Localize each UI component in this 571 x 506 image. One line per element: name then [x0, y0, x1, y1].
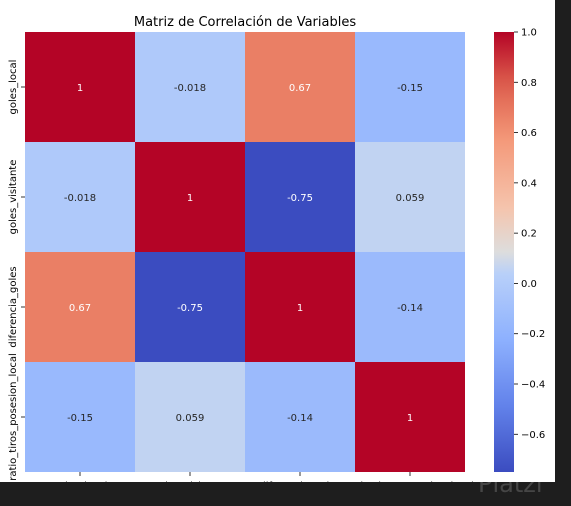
cell-label-2-3: -0.14 [397, 303, 423, 314]
heatmap-cell-3-2 [245, 362, 355, 472]
heatmap-cell-2-2 [245, 252, 355, 362]
colorbar-tick-label-1: 0.8 [521, 78, 537, 89]
cell-label-1-3: 0.059 [396, 193, 425, 204]
y-tick-label-2: diferencia_goles [8, 266, 19, 347]
heatmap-cell-3-3 [355, 362, 465, 472]
heatmap-cell-1-3 [355, 142, 465, 252]
heatmap-cell-0-2 [245, 32, 355, 142]
watermark-logo: Platzi [478, 470, 543, 498]
colorbar-tick-label-7: −0.4 [521, 380, 545, 391]
x-tick-label-1: goles_visitante [153, 481, 228, 482]
colorbar-tick-label-4: 0.2 [521, 229, 537, 240]
heatmap-cell-3-1 [135, 362, 245, 472]
y-tick-label-0: goles_local [8, 60, 19, 115]
heatmap-cell-0-0 [25, 32, 135, 142]
cell-label-1-2: -0.75 [287, 193, 313, 204]
cell-label-2-2: 1 [297, 303, 303, 314]
x-tick-label-3: ratio_tiros_posesion_local [346, 481, 474, 482]
colorbar-tick-label-5: 0.0 [521, 279, 537, 290]
cell-label-1-1: 1 [187, 193, 193, 204]
cell-label-0-1: -0.018 [174, 83, 206, 94]
x-tick-label-0: goles_local [53, 481, 108, 482]
heatmap-cell-0-3 [355, 32, 465, 142]
cell-label-2-0: 0.67 [69, 303, 91, 314]
colorbar-tick-label-3: 0.4 [521, 178, 537, 189]
heatmap-cell-1-1 [135, 142, 245, 252]
colorbar: 1.0 0.8 0.6 0.4 0.2 0.0 −0.2 −0.4 −0.6 [494, 28, 545, 472]
heatmap-cell-2-1 [135, 252, 245, 362]
x-tick-labels: goles_local goles_visitante diferencia_gol… [53, 472, 474, 492]
heatmap-cell-0-1 [135, 32, 245, 142]
cell-label-3-1: 0.059 [176, 413, 205, 424]
heatmap-cell-1-0 [25, 142, 135, 252]
y-tick-label-3: ratio_tiros_posesion_local [8, 353, 19, 481]
y-tick-label-1: goles_visitante [8, 160, 19, 235]
colorbar-tick-label-0: 1.0 [521, 28, 537, 39]
heatmap-cell-2-3 [355, 252, 465, 362]
cell-label-0-3: -0.15 [397, 83, 423, 94]
cell-label-3-3: 1 [407, 413, 413, 424]
heatmap-cell-1-2 [245, 142, 355, 252]
colorbar-tick-label-2: 0.6 [521, 128, 537, 139]
heatmap-cell-2-0 [25, 252, 135, 362]
heatmap-chart: Matriz de Correlación de Variables 1 -0.0… [8, 15, 545, 492]
x-tick-label-2: diferencia_goles [259, 481, 340, 482]
colorbar-tick-label-6: −0.2 [521, 329, 545, 340]
cell-label-0-2: 0.67 [289, 83, 311, 94]
cell-label-2-1: -0.75 [177, 303, 203, 314]
cell-label-1-0: -0.018 [64, 193, 96, 204]
figure-canvas: Matriz de Correlación de Variables 1 -0.0… [0, 0, 555, 492]
y-tick-labels: goles_local goles_visitante diferencia_gol… [8, 60, 25, 481]
cell-label-3-2: -0.14 [287, 413, 313, 424]
heatmap-cells: 1 -0.018 0.67 -0.15 -0.018 1 -0.75 0.059 0.67 -0.… [25, 32, 465, 472]
cell-label-0-0: 1 [77, 83, 83, 94]
colorbar-gradient [494, 32, 514, 472]
chart-title: Matriz de Correlación de Variables [134, 15, 356, 30]
cell-label-3-0: -0.15 [67, 413, 93, 424]
colorbar-tick-label-8: −0.6 [521, 430, 545, 441]
heatmap-cell-3-0 [25, 362, 135, 472]
